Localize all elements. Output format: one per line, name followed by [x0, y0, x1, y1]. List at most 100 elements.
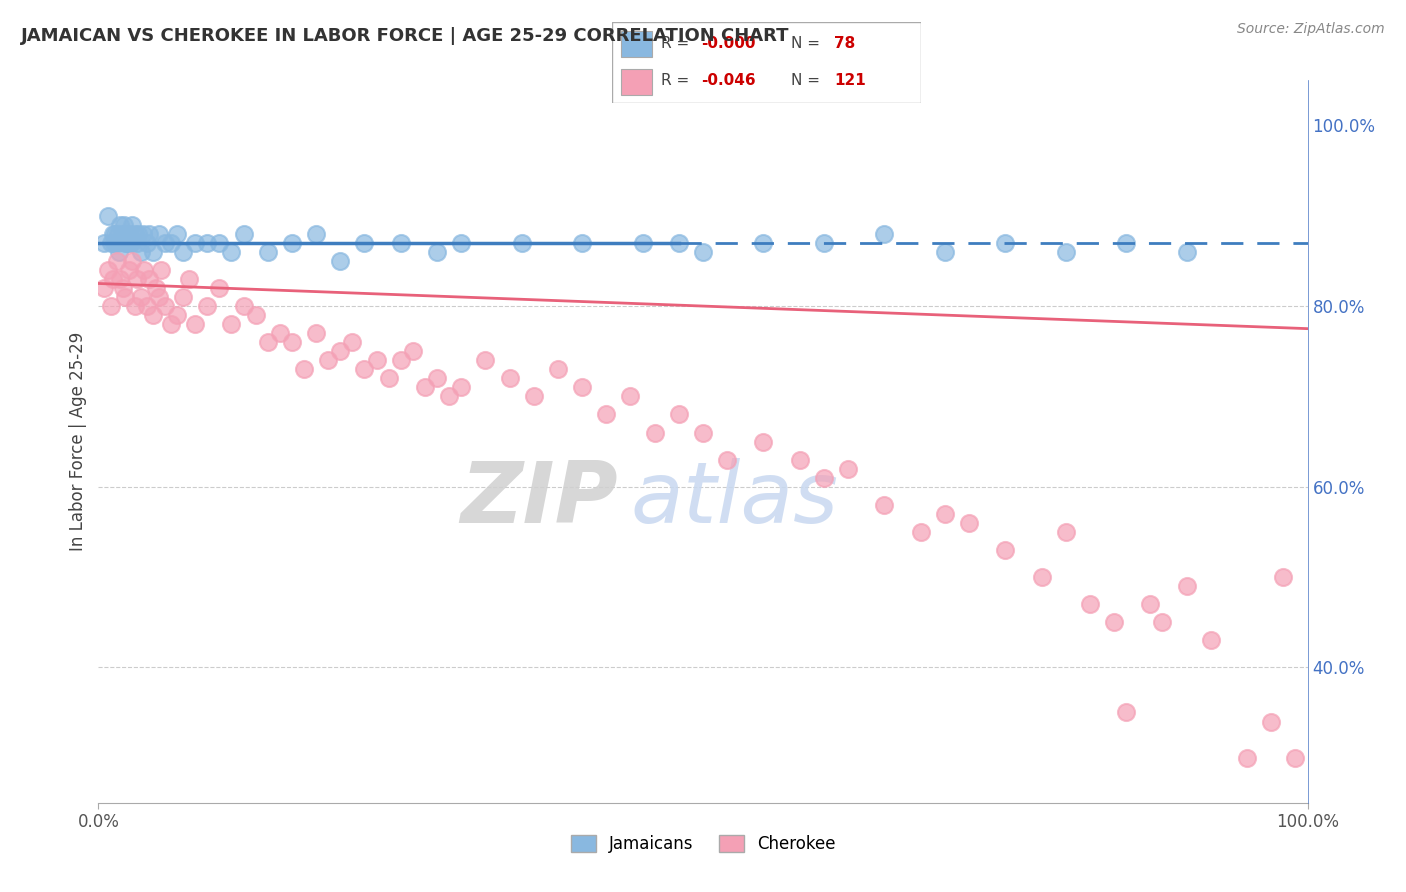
- Point: [184, 235, 207, 250]
- Point: [789, 452, 811, 467]
- Point: [138, 272, 160, 286]
- Point: [1175, 579, 1198, 593]
- Point: [150, 263, 173, 277]
- Point: [195, 299, 218, 313]
- Point: [118, 227, 141, 241]
- Point: [124, 299, 146, 313]
- Point: [571, 380, 593, 394]
- Point: [118, 263, 141, 277]
- Point: [138, 227, 160, 241]
- Point: [402, 344, 425, 359]
- Point: [121, 253, 143, 268]
- Point: [813, 471, 835, 485]
- Point: [571, 235, 593, 250]
- Point: [105, 253, 128, 268]
- Point: [1139, 597, 1161, 611]
- Text: 78: 78: [834, 37, 856, 52]
- Point: [1031, 570, 1053, 584]
- Text: -0.000: -0.000: [702, 37, 756, 52]
- Point: [281, 235, 304, 250]
- Point: [232, 299, 254, 313]
- Point: [994, 542, 1017, 557]
- Point: [595, 408, 617, 422]
- FancyBboxPatch shape: [621, 31, 652, 57]
- Point: [108, 272, 131, 286]
- Point: [450, 235, 472, 250]
- Point: [547, 362, 569, 376]
- Point: [873, 227, 896, 241]
- Point: [118, 235, 141, 250]
- Point: [668, 408, 690, 422]
- Text: -0.046: -0.046: [702, 73, 756, 88]
- Point: [256, 335, 278, 350]
- Point: [104, 227, 127, 241]
- Point: [305, 326, 328, 341]
- Point: [148, 290, 170, 304]
- Point: [934, 507, 956, 521]
- Point: [329, 253, 352, 268]
- Point: [644, 425, 666, 440]
- Point: [195, 235, 218, 250]
- Point: [111, 227, 134, 241]
- Point: [292, 362, 315, 376]
- Point: [101, 272, 124, 286]
- Point: [115, 227, 138, 241]
- FancyBboxPatch shape: [621, 69, 652, 95]
- Point: [437, 389, 460, 403]
- Point: [692, 244, 714, 259]
- Point: [108, 244, 131, 259]
- Point: [245, 308, 267, 322]
- Text: JAMAICAN VS CHEROKEE IN LABOR FORCE | AGE 25-29 CORRELATION CHART: JAMAICAN VS CHEROKEE IN LABOR FORCE | AG…: [21, 27, 790, 45]
- Point: [114, 235, 136, 250]
- Point: [153, 299, 176, 313]
- Point: [127, 227, 149, 241]
- Point: [1236, 750, 1258, 764]
- Point: [142, 308, 165, 322]
- Point: [1272, 570, 1295, 584]
- Point: [232, 227, 254, 241]
- Text: 121: 121: [834, 73, 866, 88]
- Point: [121, 218, 143, 232]
- Text: Source: ZipAtlas.com: Source: ZipAtlas.com: [1237, 22, 1385, 37]
- Point: [208, 281, 231, 295]
- Point: [179, 272, 201, 286]
- Point: [692, 425, 714, 440]
- Point: [127, 272, 149, 286]
- Text: R =: R =: [661, 73, 695, 88]
- Point: [134, 263, 156, 277]
- Point: [132, 227, 155, 241]
- Point: [269, 326, 291, 341]
- Point: [107, 227, 129, 241]
- Point: [100, 235, 122, 250]
- Point: [389, 235, 412, 250]
- Point: [353, 362, 375, 376]
- Point: [221, 317, 243, 331]
- Point: [426, 371, 449, 385]
- Point: [166, 227, 188, 241]
- Point: [1102, 615, 1125, 630]
- Point: [120, 235, 142, 250]
- Point: [135, 235, 157, 250]
- Point: [342, 335, 364, 350]
- Point: [752, 434, 775, 449]
- Point: [153, 235, 176, 250]
- Point: [97, 263, 120, 277]
- Point: [93, 281, 115, 295]
- Point: [1199, 633, 1222, 648]
- Point: [208, 235, 231, 250]
- Point: [100, 299, 122, 313]
- Point: [716, 452, 738, 467]
- Point: [957, 516, 980, 530]
- Point: [129, 244, 152, 259]
- Point: [101, 227, 124, 241]
- Point: [127, 235, 149, 250]
- Text: N =: N =: [792, 37, 825, 52]
- Point: [631, 235, 654, 250]
- Point: [837, 461, 859, 475]
- Point: [389, 353, 412, 368]
- Point: [523, 389, 546, 403]
- Point: [221, 244, 243, 259]
- Point: [184, 317, 207, 331]
- Point: [145, 281, 167, 295]
- Point: [994, 235, 1017, 250]
